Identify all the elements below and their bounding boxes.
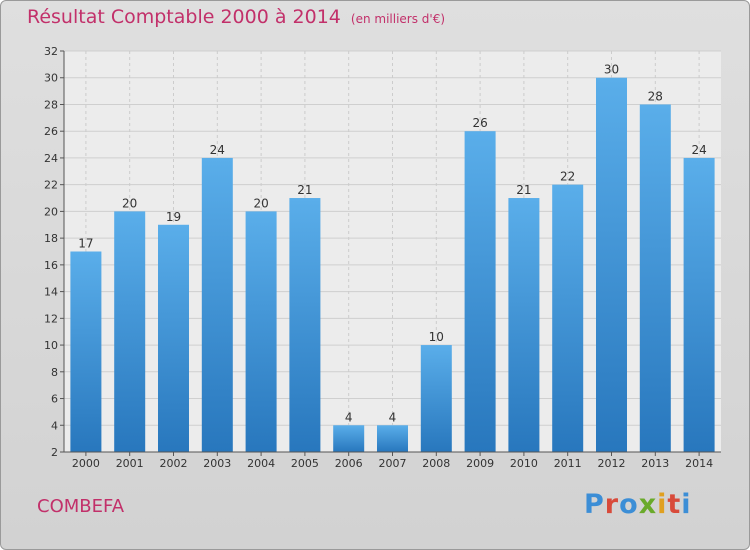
x-tick-label: 2010 xyxy=(510,457,538,470)
bar-value-label: 20 xyxy=(253,196,268,210)
bar xyxy=(245,211,277,452)
x-tick-label: 2005 xyxy=(291,457,319,470)
y-tick-label: 16 xyxy=(44,259,58,272)
bar xyxy=(596,77,627,452)
y-tick-label: 24 xyxy=(44,152,58,165)
logo-letter: P xyxy=(584,489,605,520)
bar-value-label: 22 xyxy=(560,170,575,184)
bar xyxy=(508,198,540,452)
commune-name: COMBEFA xyxy=(37,496,125,517)
x-tick-label: 2002 xyxy=(160,457,188,470)
bar-value-label: 28 xyxy=(648,89,663,103)
chart-title-text: Résultat Comptable 2000 à 2014 xyxy=(27,6,341,28)
y-tick-label: 22 xyxy=(44,179,58,192)
x-tick-label: 2006 xyxy=(335,457,363,470)
y-tick-label: 10 xyxy=(44,339,58,352)
x-tick-label: 2007 xyxy=(379,457,407,470)
x-tick-label: 2004 xyxy=(247,457,275,470)
x-tick-label: 2003 xyxy=(203,457,231,470)
y-tick-label: 32 xyxy=(44,45,58,58)
bar-value-label: 21 xyxy=(516,183,531,197)
bar-value-label: 10 xyxy=(429,330,444,344)
bar-value-label: 24 xyxy=(210,143,225,157)
bar-value-label: 26 xyxy=(472,116,487,130)
logo-letter: o xyxy=(619,489,639,520)
y-tick-label: 8 xyxy=(51,366,58,379)
x-tick-label: 2000 xyxy=(72,457,100,470)
bar xyxy=(683,157,715,452)
x-tick-label: 2012 xyxy=(598,457,626,470)
logo-letter: x xyxy=(638,489,658,520)
bar xyxy=(377,425,408,452)
x-tick-label: 2014 xyxy=(685,457,713,470)
y-tick-label: 12 xyxy=(44,312,58,325)
bar xyxy=(70,251,102,452)
bar xyxy=(333,425,365,452)
bar xyxy=(639,104,671,452)
bar-value-label: 20 xyxy=(122,196,137,210)
bar-value-label: 24 xyxy=(691,143,706,157)
y-tick-label: 18 xyxy=(44,232,58,245)
y-tick-label: 28 xyxy=(44,98,58,111)
x-tick-label: 2013 xyxy=(641,457,669,470)
bar-value-label: 21 xyxy=(297,183,312,197)
bar xyxy=(158,224,189,452)
logo-letter: i xyxy=(657,489,668,520)
bar xyxy=(420,345,452,452)
chart-subtitle: (en milliers d'€) xyxy=(350,12,446,26)
bar xyxy=(114,211,146,452)
logo-letter: t xyxy=(667,489,682,520)
bar-value-label: 30 xyxy=(604,63,619,77)
bar-value-label: 19 xyxy=(166,210,181,224)
bar xyxy=(201,157,233,452)
logo-letter: r xyxy=(604,489,620,520)
y-tick-label: 20 xyxy=(44,205,58,218)
bar xyxy=(464,131,496,452)
y-tick-label: 4 xyxy=(51,419,58,432)
logo-letter: i xyxy=(681,489,692,520)
x-tick-label: 2008 xyxy=(422,457,450,470)
x-tick-label: 2011 xyxy=(554,457,582,470)
x-tick-label: 2009 xyxy=(466,457,494,470)
y-tick-label: 2 xyxy=(51,446,58,459)
y-tick-label: 30 xyxy=(44,72,58,85)
y-tick-label: 14 xyxy=(44,286,58,299)
bar-value-label: 4 xyxy=(389,410,397,424)
bar-value-label: 17 xyxy=(78,237,93,251)
bar xyxy=(552,184,584,452)
bar-value-label: 4 xyxy=(345,410,353,424)
proxiti-logo: Proxiti xyxy=(584,489,692,520)
chart-title: Résultat Comptable 2000 à 2014 (en millie… xyxy=(27,6,445,28)
bar xyxy=(289,198,321,452)
x-tick-label: 2001 xyxy=(116,457,144,470)
y-tick-label: 6 xyxy=(51,393,58,406)
y-tick-label: 26 xyxy=(44,125,58,138)
